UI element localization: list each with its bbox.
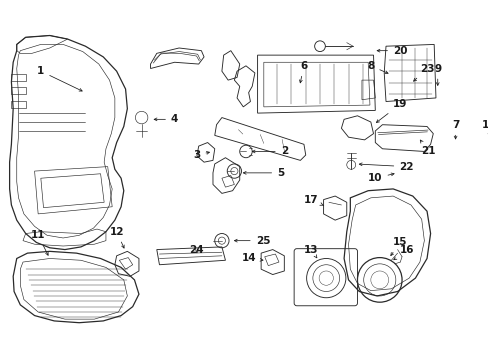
Text: 1: 1 <box>37 66 82 91</box>
Text: 20: 20 <box>376 46 407 56</box>
Text: 13: 13 <box>303 244 318 258</box>
Text: 5: 5 <box>243 168 284 178</box>
Text: 11: 11 <box>31 230 48 255</box>
Text: 3: 3 <box>193 150 209 160</box>
Text: 2: 2 <box>252 147 287 157</box>
Text: 16: 16 <box>393 244 414 260</box>
Text: 23: 23 <box>413 63 433 81</box>
Text: 21: 21 <box>420 140 435 157</box>
Text: 8: 8 <box>366 61 387 73</box>
Text: 10: 10 <box>367 173 393 183</box>
Text: 6: 6 <box>299 61 307 83</box>
Text: 18: 18 <box>481 120 488 136</box>
Text: 22: 22 <box>359 162 413 172</box>
Text: 15: 15 <box>390 238 407 256</box>
Text: 24: 24 <box>189 244 204 255</box>
Text: 12: 12 <box>109 227 124 248</box>
Text: 14: 14 <box>241 253 263 264</box>
Text: 25: 25 <box>234 236 269 246</box>
Text: 7: 7 <box>451 120 458 139</box>
Text: 17: 17 <box>303 195 323 206</box>
Text: 9: 9 <box>433 63 440 85</box>
Text: 19: 19 <box>376 99 407 122</box>
Text: 4: 4 <box>154 114 178 124</box>
